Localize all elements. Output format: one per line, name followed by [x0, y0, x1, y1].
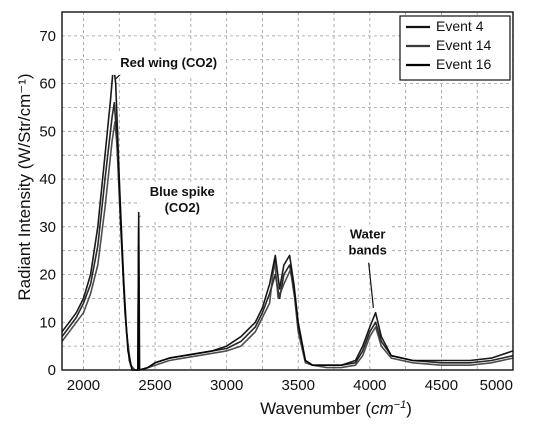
tick-labels: 2000 2500 3000 3500 4000 4500 5000 0 10 20 30 40 50 6… — [39, 28, 513, 394]
annotation-box — [140, 181, 225, 220]
x-tick-label: 3000 — [210, 377, 243, 394]
annotation-label: bands — [349, 243, 387, 258]
y-tick-label: 30 — [39, 219, 56, 236]
y-tick-label: 60 — [39, 76, 56, 93]
series-line-1 — [61, 101, 514, 371]
x-tick-label: 4500 — [425, 377, 458, 394]
x-tick-label: 2500 — [138, 377, 171, 394]
x-tick-label: 2000 — [67, 377, 100, 394]
y-tick-label: 10 — [39, 314, 56, 331]
annotation-box — [111, 52, 226, 75]
legend-label: Event 4 — [436, 18, 484, 34]
x-tick-label: 3500 — [282, 377, 315, 394]
y-axis-label: Radiant Intensity (W/Str/cm⁻¹) — [15, 73, 34, 300]
y-tick-label: 20 — [39, 267, 56, 284]
annotation-label: Water — [350, 227, 386, 242]
y-tick-label: 40 — [39, 171, 56, 188]
x-axis-label: Wavenumber (cm−1) — [260, 399, 412, 418]
annotation-arrow — [367, 260, 375, 309]
legend-label: Event 16 — [436, 56, 491, 72]
series-line-2 — [61, 121, 514, 371]
plot-frame — [61, 11, 514, 371]
annotation-box — [344, 224, 391, 263]
y-tick-label: 50 — [39, 123, 56, 140]
annotation-label: (CO2) — [165, 200, 200, 215]
annotation-label: Red wing (CO2) — [120, 55, 217, 70]
annotation-label: Blue spike — [150, 184, 215, 199]
y-tick-label: 0 — [48, 362, 56, 379]
x-tick-label: 5000 — [480, 377, 513, 394]
legend-label: Event 14 — [436, 37, 491, 53]
legend: Event 4 Event 14 Event 16 — [399, 15, 511, 81]
x-tick-label: 4000 — [353, 377, 386, 394]
y-tick-label: 70 — [39, 28, 56, 45]
